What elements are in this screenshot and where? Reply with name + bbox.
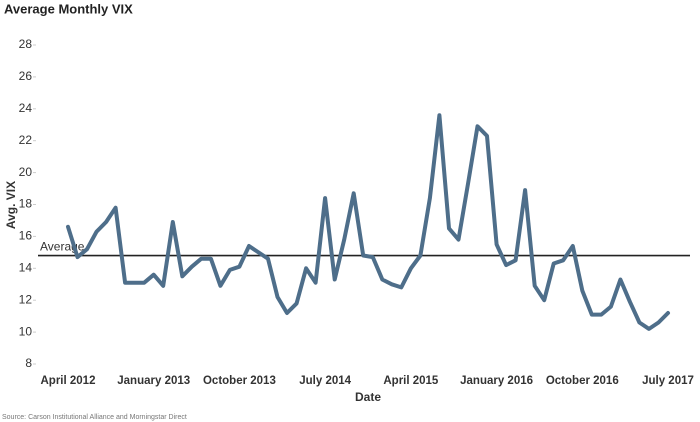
x-tick-label: October 2016 [546, 375, 619, 387]
average-label: Average [40, 240, 85, 254]
x-tick-label: January 2016 [460, 375, 533, 387]
x-tick-label: April 2015 [383, 375, 439, 387]
x-tick-label: April 2012 [41, 375, 96, 387]
x-tick-label: July 2014 [299, 375, 351, 387]
y-tick-label: 26 [19, 69, 33, 83]
x-tick-label: January 2013 [117, 375, 190, 387]
x-axis-label: Date [355, 390, 381, 404]
y-tick-label: 20 [19, 165, 33, 179]
y-tick-label: 22 [19, 133, 33, 147]
y-tick-label: 16 [19, 229, 33, 243]
y-tick-label: 18 [19, 197, 33, 211]
y-tick-label: 12 [19, 292, 33, 306]
y-tick-label: 24 [19, 101, 33, 115]
y-tick-label: 10 [19, 324, 33, 338]
y-axis-label: Avg. VIX [4, 181, 18, 229]
x-tick-label: July 2017 [642, 375, 694, 387]
y-tick-label: 8 [25, 356, 32, 370]
series-line [66, 113, 670, 331]
y-tick-label: 14 [19, 260, 33, 274]
y-tick-label: 28 [19, 37, 33, 51]
chart-title: Average Monthly VIX [4, 1, 133, 16]
x-tick-label: October 2013 [203, 375, 276, 387]
source-note: Source: Carson Institutional Alliance an… [2, 414, 187, 421]
